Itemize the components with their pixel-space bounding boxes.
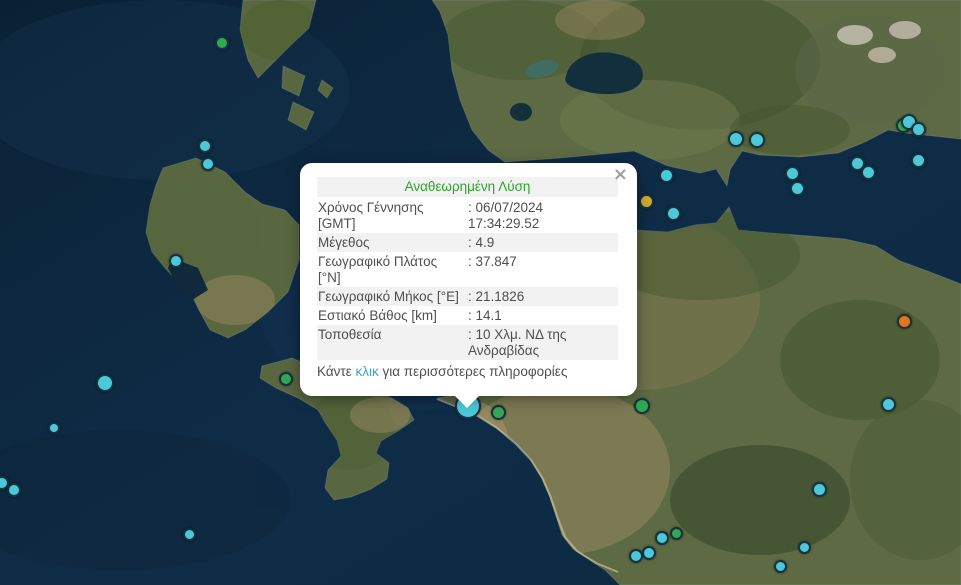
popup-row: Γεωγραφικό Μήκος [°E] : 21.1826 <box>317 287 618 306</box>
earthquake-marker-cyan[interactable] <box>655 531 669 545</box>
row-value: : 37.847 <box>468 253 517 269</box>
earthquake-marker-cyan[interactable] <box>789 180 805 196</box>
close-icon[interactable]: × <box>612 164 628 185</box>
earthquake-marker-cyan[interactable] <box>48 422 60 434</box>
earthquake-marker-orange[interactable] <box>896 313 912 329</box>
click-link[interactable]: κλικ <box>355 364 379 379</box>
earthquake-marker-cyan[interactable] <box>169 254 183 268</box>
popup-row: Τοποθεσία : 10 Χλμ. ΝΔ της Ανδραβίδας <box>317 325 618 360</box>
popup-title: Αναθεωρημένη Λύση <box>317 177 618 197</box>
footer-prefix: Κάντε <box>317 364 356 379</box>
earthquake-marker-green[interactable] <box>215 36 229 50</box>
earthquake-marker-cyan[interactable] <box>860 164 876 180</box>
kefalonia-bay <box>168 258 208 300</box>
popup-row: Γεωγραφικό Πλάτος [°N] : 37.847 <box>317 252 618 287</box>
earthquake-popup: × Αναθεωρημένη Λύση Χρόνος Γέννησης [GMT… <box>300 163 637 408</box>
earthquake-marker-cyan[interactable] <box>880 396 896 412</box>
earthquake-marker-cyan[interactable] <box>749 132 765 148</box>
row-label: Γεωγραφικό Πλάτος [°N] <box>318 253 438 285</box>
popup-row: Χρόνος Γέννησης [GMT] : 06/07/2024 17:34:… <box>317 198 618 233</box>
earthquake-marker-cyan[interactable] <box>182 527 196 541</box>
earthquake-marker-cyan[interactable] <box>629 549 643 563</box>
earthquake-marker-cyan[interactable] <box>849 155 865 171</box>
earthquake-marker-green[interactable] <box>490 404 506 420</box>
row-value: : 06/07/2024 17:34:29.52 <box>468 199 544 231</box>
coastline-beach <box>436 398 619 573</box>
earthquake-marker-cyan[interactable] <box>797 540 811 554</box>
popup-row: Εστιακό Βάθος [km] : 14.1 <box>317 306 618 325</box>
row-value: : 10 Χλμ. ΝΔ της Ανδραβίδας <box>468 326 567 358</box>
earthquake-marker-green[interactable] <box>634 398 650 414</box>
earthquake-marker-green[interactable] <box>669 526 683 540</box>
earthquake-marker-cyan[interactable] <box>658 167 674 183</box>
popup-row: Μέγεθος : 4.9 <box>317 233 618 252</box>
popup-tail <box>454 395 480 408</box>
row-label: Χρόνος Γέννησης [GMT] <box>318 199 424 231</box>
row-label: Μέγεθος <box>318 234 370 250</box>
popup-content: Αναθεωρημένη Λύση Χρόνος Γέννησης [GMT]:… <box>300 163 637 396</box>
earthquake-marker-cyan[interactable] <box>0 476 9 490</box>
footer-suffix: για περισσότερες πληροφορίες <box>378 364 568 379</box>
earthquake-marker-cyan[interactable] <box>910 121 926 137</box>
earthquake-marker-cyan[interactable] <box>642 546 656 560</box>
earthquake-marker-cyan[interactable] <box>201 157 215 171</box>
earthquake-marker-cyan[interactable] <box>96 374 114 392</box>
earthquake-marker-cyan[interactable] <box>7 483 21 497</box>
earthquake-marker-cyan[interactable] <box>198 139 212 153</box>
row-value: : 14.1 <box>468 307 502 323</box>
earthquake-marker-cyan[interactable] <box>910 152 926 168</box>
earthquake-marker-cyan[interactable] <box>773 559 787 573</box>
earthquake-marker-cyan[interactable] <box>665 205 681 221</box>
row-label: Τοποθεσία <box>318 326 382 342</box>
lake-trichonida <box>565 52 643 95</box>
popup-rows: Χρόνος Γέννησης [GMT] : 06/07/2024 17:34:… <box>317 198 618 360</box>
row-label: Γεωγραφικό Μήκος [°E] <box>318 288 459 304</box>
earthquake-marker-cyan[interactable] <box>728 131 744 147</box>
row-value: : 4.9 <box>468 234 495 250</box>
row-value: : 21.1826 <box>468 288 525 304</box>
popup-footer: Κάντε κλικ για περισσότερες πληροφορίες <box>317 364 618 380</box>
earthquake-marker-cyan[interactable] <box>784 165 800 181</box>
earthquake-marker-yellow[interactable] <box>638 193 654 209</box>
earthquake-marker-green[interactable] <box>279 372 293 386</box>
earthquake-marker-cyan[interactable] <box>811 481 827 497</box>
lake-lysimachia <box>525 60 559 78</box>
lakes <box>168 52 643 300</box>
terrain-texture <box>146 0 961 560</box>
row-label: Εστιακό Βάθος [km] <box>318 307 437 323</box>
